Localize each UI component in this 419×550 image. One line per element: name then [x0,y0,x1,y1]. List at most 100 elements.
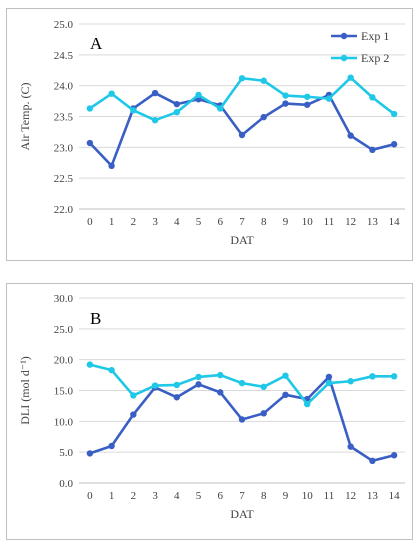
chart-a-series-1-point [86,139,94,147]
chart-a-series-1-point [282,100,289,107]
chart-b-series-2-point [390,373,398,380]
chart-b-series-1-point [369,457,376,464]
chart-a-panel-letter: A [90,34,103,53]
chart-b-series-2-point [217,371,224,379]
chart-a-series-1-point [260,113,267,121]
chart-b-x-tick-label: 11 [324,490,335,502]
chart-a-y-tick-label: 24.5 [54,50,74,62]
chart-b-series-2-point [347,378,354,385]
chart-b-y-tick-label: 15.0 [54,386,74,398]
chart-b-series-2-point [195,373,202,381]
chart-a-series-1-point [151,89,159,97]
chart-a-x-tick-label: 3 [152,216,158,228]
chart-b-series-2-point [260,383,267,390]
chart-b-y-axis-label: DLI (mol d⁻¹) [18,356,32,425]
chart-a-y-tick-label: 23.0 [54,142,74,154]
chart-a-x-tick-label: 14 [389,216,401,228]
chart-a-series-2-point [151,117,159,124]
chart-a-x-tick-label: 2 [131,216,137,228]
chart-a-series-2-point [217,105,224,112]
chart-a-series-line-1 [88,91,395,168]
chart-a-series-2-point [195,91,202,99]
chart-a-series-1-point [108,162,115,170]
chart-a-y-tick-label: 22.5 [54,173,74,185]
chart-b-panel-letter: B [90,309,101,328]
chart-a-series-1-point [238,131,246,139]
chart-a-series-2-point [347,74,354,81]
chart-a-x-tick-label: 7 [239,216,245,228]
chart-b-series-1-point [238,416,246,423]
chart-a-y-tick-label: 24.0 [54,81,74,93]
chart-a-legend-marker-2 [340,54,348,62]
chart-b-series-2-point [130,392,137,399]
chart-panel-b: 0.0 5.0 10.0 15.0 20.0 25.0 30.0 0 1 2 3 4 5 6 7 8 9 10 1… [6,283,413,540]
chart-b-series-2-point [238,379,246,387]
chart-a-x-tick-label: 11 [324,216,335,228]
chart-a-x-tick-label: 13 [367,216,379,228]
chart-a-series-2-point [173,108,180,116]
chart-a-series-2-point [260,77,267,84]
chart-a-series-2-point [108,90,115,97]
chart-a-x-tick-label: 6 [218,216,224,228]
chart-b-y-tick-label: 0.0 [59,478,73,490]
chart-b-y-tick-label: 25.0 [54,324,74,336]
chart-b-y-tick-label: 5.0 [59,447,73,459]
chart-b-series-1-point [108,442,115,450]
chart-b-series-1-point [282,391,289,399]
chart-b-x-tick-label: 1 [109,490,115,502]
chart-a-x-tick-label: 8 [261,216,267,228]
chart-a-y-tick-label: 23.5 [54,112,74,124]
chart-b-y-tick-label: 10.0 [54,416,74,428]
chart-a-x-tick-label: 10 [302,216,314,228]
chart-b-x-tick-label: 10 [302,490,314,502]
chart-b-series-1-point [390,452,398,459]
chart-a-series-2-point [390,110,398,118]
chart-b-series-2-point [108,366,115,374]
chart-b-series-2-point [325,379,333,387]
chart-a-series-1-point [369,146,376,153]
chart-b-series-2-point [369,373,376,380]
chart-a-series-2-point [369,94,376,101]
chart-b-series-1-point [130,411,137,418]
chart-a-series-1-point [347,132,354,139]
chart-a-y-axis-label: Air Temp. (C) [18,83,32,151]
chart-b-x-tick-label: 7 [239,490,245,502]
chart-a-series-1-point [173,100,180,108]
chart-a-legend-label-2: Exp 2 [361,51,389,65]
chart-b-series-2-point [86,361,94,368]
chart-a-series-1-point [390,141,398,148]
chart-a-legend-label-1: Exp 1 [361,29,389,43]
chart-a-y-tick-label: 22.0 [54,204,74,216]
chart-a-series-2-point [304,93,311,100]
chart-b-x-tick-label: 8 [261,490,267,502]
chart-a-series-2-point [238,75,246,82]
chart-a-x-axis-label: DAT [230,233,254,247]
chart-b-series-2-point [282,372,289,379]
chart-b-series-1-point [86,450,94,457]
chart-b-series-1-point [260,410,267,417]
chart-a-series-line-2 [89,76,395,122]
chart-b-x-tick-label: 5 [196,490,202,502]
chart-a-legend-marker-1 [340,32,348,40]
chart-a-series-2-point [325,95,333,102]
chart-a-x-tick-label: 0 [87,216,93,228]
chart-a-series-2-point [282,92,289,99]
chart-b-series-1-point [325,373,333,381]
chart-a-x-tick-label: 12 [345,216,356,228]
chart-b-x-tick-label: 2 [131,490,137,502]
chart-a-y-tick-label: 25.0 [54,19,74,31]
chart-a-x-tick-label: 5 [196,216,202,228]
chart-b-series-2-point [304,400,311,408]
chart-a-series-2-point [130,107,137,114]
chart-b-y-tick-label: 30.0 [54,293,74,305]
chart-b-series-1-point [195,381,202,388]
chart-b-series-1-point [217,389,224,396]
chart-b-series-2-point [151,382,159,389]
chart-b-svg: 0.05.010.015.020.025.030.0 0 1 2 3 4 5 6 7 8 9 10 1… [18,293,405,521]
chart-b-x-tick-label: 9 [283,490,289,502]
chart-b-x-tick-label: 12 [345,490,356,502]
chart-a-x-tick-label: 9 [283,216,289,228]
chart-b-x-axis-label: DAT [230,507,254,521]
